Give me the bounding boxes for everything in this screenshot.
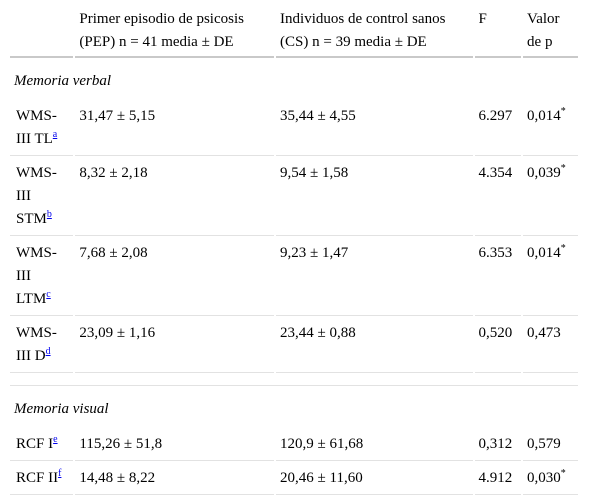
table-row: WMS-III STMb 8,32 ± 2,18 9,54 ± 1,58 4.3… (10, 158, 578, 236)
significance-marker: * (560, 106, 566, 117)
cell-f: 0,520 (474, 318, 522, 373)
cell-f: 4.354 (474, 158, 522, 236)
footnote-link[interactable]: e (53, 434, 58, 445)
section-title-visual: Memoria visual (14, 401, 109, 417)
header-f: F (474, 2, 522, 58)
header-p-value: Valor de p (523, 2, 578, 58)
significance-marker: * (560, 243, 566, 254)
footnote-link[interactable]: c (46, 289, 51, 300)
cell-p: 0,039* (523, 158, 578, 236)
footnote-link[interactable]: a (52, 129, 58, 140)
header-cs: Individuos de control sanos (CS) n = 39 … (276, 2, 473, 58)
row-label: WMS-III Dd (10, 318, 74, 373)
row-label-text: RCF II (16, 470, 59, 486)
p-value: 0,014 (527, 245, 561, 261)
table-row: WMS-III LTMc 7,68 ± 2,08 9,23 ± 1,47 6.3… (10, 238, 578, 316)
cell-pep: 23,09 ± 1,16 (75, 318, 275, 373)
cell-pep: 14,48 ± 8,22 (75, 463, 275, 495)
cell-cs: 35,44 ± 4,55 (276, 101, 473, 156)
section-title-verbal: Memoria verbal (14, 73, 112, 89)
p-value: 0,579 (527, 436, 561, 452)
results-table: Primer episodio de psicosis (PEP) n = 41… (8, 0, 580, 497)
row-label-text: WMS-III STM (16, 165, 57, 227)
footnote-link[interactable]: b (46, 209, 52, 220)
cell-f: 0,312 (474, 429, 522, 461)
row-label-text: WMS-III D (16, 325, 57, 364)
row-label: RCF IIf (10, 463, 74, 495)
table-row: WMS-III TLa 31,47 ± 5,15 35,44 ± 4,55 6.… (10, 101, 578, 156)
cell-pep: 7,68 ± 2,08 (75, 238, 275, 316)
p-value: 0,039 (527, 165, 561, 181)
cell-p: 0,014* (523, 101, 578, 156)
table-row: WMS-III Dd 23,09 ± 1,16 23,44 ± 0,88 0,5… (10, 318, 578, 373)
cell-p: 0,473 (523, 318, 578, 373)
table-row: RCF IIf 14,48 ± 8,22 20,46 ± 11,60 4.912… (10, 463, 578, 495)
significance-marker: * (560, 468, 566, 479)
header-empty (10, 2, 74, 58)
p-value: 0,030 (527, 470, 561, 486)
footnote-link[interactable]: f (58, 468, 62, 479)
footnote-link[interactable]: d (45, 346, 51, 357)
section-row-verbal: Memoria verbal (10, 60, 578, 99)
cell-p: 0,014* (523, 238, 578, 316)
cell-f: 6.297 (474, 101, 522, 156)
spacer-cell (10, 375, 578, 386)
p-value: 0,014 (527, 108, 561, 124)
row-label: WMS-III LTMc (10, 238, 74, 316)
header-pep: Primer episodio de psicosis (PEP) n = 41… (75, 2, 275, 58)
row-label: RCF Ie (10, 429, 74, 461)
cell-cs: 9,54 ± 1,58 (276, 158, 473, 236)
spacer-row (10, 375, 578, 386)
cell-pep: 8,32 ± 2,18 (75, 158, 275, 236)
cell-cs: 23,44 ± 0,88 (276, 318, 473, 373)
section-row-visual: Memoria visual (10, 388, 578, 427)
significance-marker: * (560, 163, 566, 174)
table-row: RCF Ie 115,26 ± 51,8 120,9 ± 61,68 0,312… (10, 429, 578, 461)
row-label: WMS-III STMb (10, 158, 74, 236)
cell-f: 6.353 (474, 238, 522, 316)
cell-pep: 115,26 ± 51,8 (75, 429, 275, 461)
cell-p: 0,579 (523, 429, 578, 461)
row-label: WMS-III TLa (10, 101, 74, 156)
cell-pep: 31,47 ± 5,15 (75, 101, 275, 156)
p-value: 0,473 (527, 325, 561, 341)
header-row: Primer episodio de psicosis (PEP) n = 41… (10, 2, 578, 58)
row-label-text: WMS-III TL (16, 108, 57, 147)
cell-cs: 20,46 ± 11,60 (276, 463, 473, 495)
cell-cs: 9,23 ± 1,47 (276, 238, 473, 316)
cell-f: 4.912 (474, 463, 522, 495)
row-label-text: RCF I (16, 436, 54, 452)
cell-p: 0,030* (523, 463, 578, 495)
row-label-text: WMS-III LTM (16, 245, 57, 307)
cell-cs: 120,9 ± 61,68 (276, 429, 473, 461)
